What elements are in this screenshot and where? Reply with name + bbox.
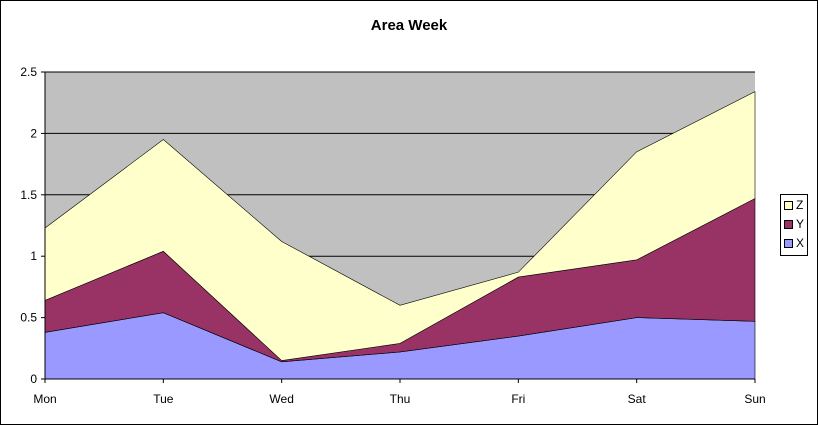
legend-item-y: Y bbox=[784, 217, 804, 231]
area-series-z bbox=[44, 91, 756, 361]
legend-label: X bbox=[796, 236, 805, 250]
x-tick-label: Fri bbox=[511, 392, 525, 406]
y-tick-label: 1 bbox=[30, 249, 37, 263]
legend-swatch bbox=[784, 200, 793, 210]
legend-swatch bbox=[784, 238, 793, 248]
x-tick-label: Tue bbox=[153, 392, 174, 406]
x-tick-label: Sat bbox=[628, 392, 647, 406]
y-tick-label: 0.5 bbox=[20, 311, 37, 325]
legend-label: Y bbox=[796, 217, 805, 231]
y-tick-label: 2.5 bbox=[20, 65, 37, 79]
x-tick-label: Mon bbox=[33, 392, 56, 406]
legend-swatch bbox=[784, 219, 793, 229]
y-tick-label: 1.5 bbox=[20, 188, 37, 202]
legend-label: Z bbox=[796, 198, 804, 212]
x-tick-label: Sun bbox=[744, 392, 765, 406]
y-tick-label: 2 bbox=[30, 126, 37, 140]
legend-item-x: X bbox=[784, 236, 804, 250]
x-tick-label: Wed bbox=[269, 392, 293, 406]
y-tick-label: 0 bbox=[30, 372, 37, 386]
chart-title: Area Week bbox=[370, 17, 448, 34]
x-tick-label: Thu bbox=[390, 392, 411, 406]
legend-item-z: Z bbox=[784, 198, 803, 212]
